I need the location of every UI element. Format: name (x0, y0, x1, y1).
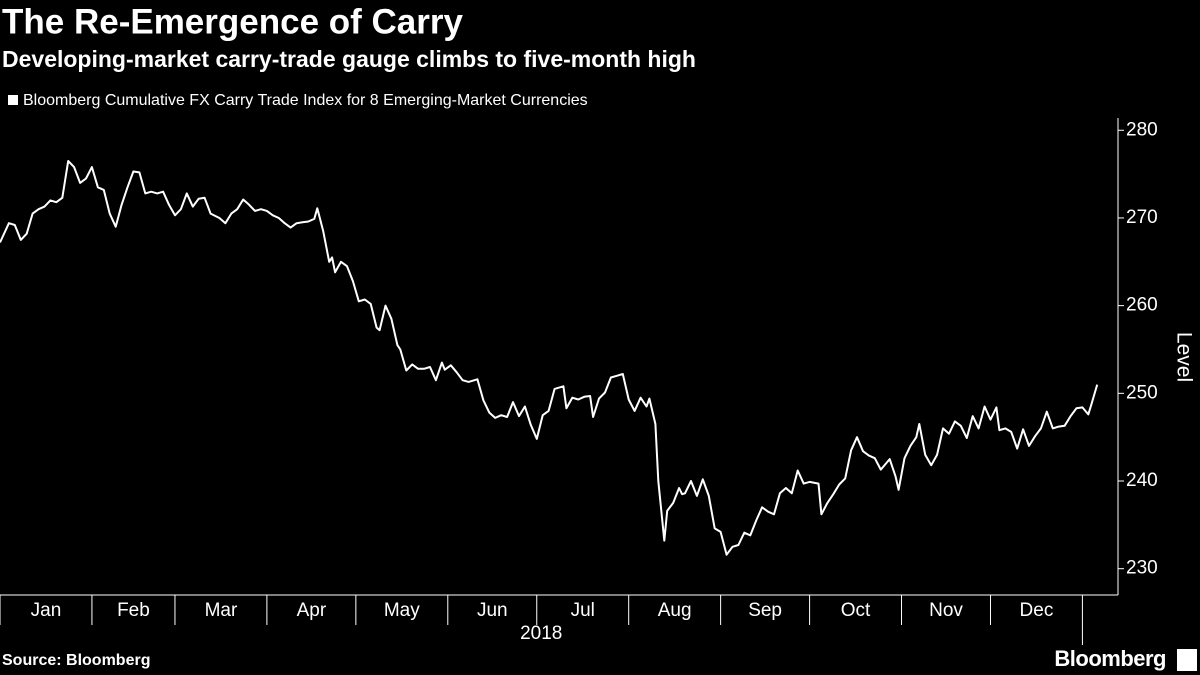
x-tick-label: May (384, 600, 420, 621)
y-axis-title: Level (1172, 332, 1195, 382)
y-tick-label: 240 (1126, 470, 1158, 491)
chart-title: The Re-Emergence of Carry (2, 2, 464, 41)
brand: Bloomberg (1054, 646, 1166, 671)
x-tick-label: Nov (929, 600, 963, 621)
x-tick-label: Jan (31, 600, 62, 621)
x-tick-label: Sep (748, 600, 782, 621)
chart-subtitle: Developing-market carry-trade gauge clim… (2, 46, 696, 72)
x-tick-label: Jul (571, 600, 595, 621)
x-axis-title: 2018 (520, 623, 562, 644)
y-tick-label: 260 (1126, 295, 1158, 316)
line (0, 160, 1099, 556)
x-tick-label: Mar (205, 600, 238, 621)
y-tick-label: 230 (1126, 558, 1158, 579)
x-tick-label: Feb (117, 600, 150, 621)
y-tick-label: 270 (1126, 207, 1158, 228)
x-tick-label: Apr (297, 600, 327, 621)
legend-swatch (8, 95, 18, 105)
x-tick-label: Jun (477, 600, 508, 621)
x-tick-label: Aug (658, 600, 692, 621)
brand-icon (1177, 649, 1197, 671)
source: Source: Bloomberg (2, 652, 150, 669)
x-tick-label: Oct (841, 600, 871, 621)
legend-label: Bloomberg Cumulative FX Carry Trade Inde… (23, 92, 588, 109)
y-tick-label: 250 (1126, 382, 1158, 403)
x-tick-label: Dec (1020, 600, 1054, 621)
y-tick-label: 280 (1126, 119, 1158, 140)
